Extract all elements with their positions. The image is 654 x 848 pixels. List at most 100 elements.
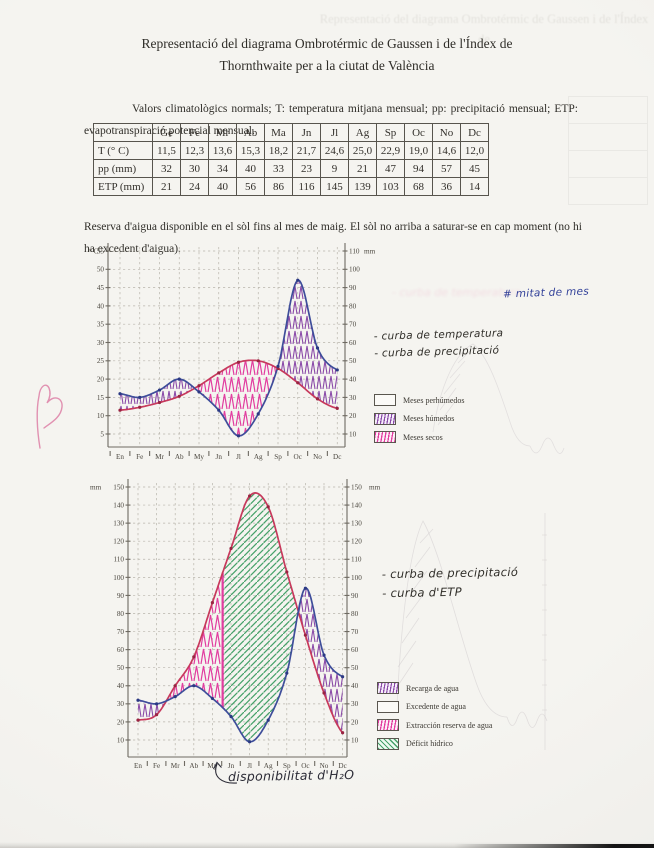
legend-label: Meses perhúmedos	[403, 395, 465, 405]
svg-text:150: 150	[351, 483, 362, 491]
climate-table: Ge Fe Mr Ab Ma Jn Jl Ag Sp Oc No Dc T (° C) 11,5 12,3 1…	[93, 123, 489, 196]
value-cell: 36	[432, 177, 461, 196]
svg-text:30: 30	[351, 700, 359, 708]
svg-text:No: No	[313, 453, 322, 461]
value-cell: 12,3	[180, 141, 209, 160]
value-cell: 14	[460, 177, 489, 196]
legend-row: Extracción reserva de agua	[377, 716, 492, 735]
handwritten-note-mitat: # mitat de mes	[502, 285, 590, 301]
svg-text:50: 50	[351, 664, 359, 672]
svg-text:Dc: Dc	[338, 762, 346, 770]
svg-text:35: 35	[97, 321, 105, 329]
note-precipitation-curve: - curba de precipitació	[374, 343, 500, 360]
value-cell: 56	[236, 177, 265, 196]
svg-text:Jl: Jl	[247, 762, 252, 770]
svg-text:30: 30	[97, 339, 105, 347]
legend-row: Déficit hídrico	[377, 735, 492, 754]
svg-text:My: My	[207, 762, 217, 770]
ombrothermic-chart: 55 110 50 100 45 90 40 80 35 70 30 60 25 50 20 40 15 30 10…	[89, 243, 376, 461]
svg-text:° C: ° C	[89, 247, 99, 255]
svg-text:120: 120	[351, 538, 362, 546]
legend-label: Meses secos	[403, 432, 443, 442]
svg-text:En: En	[134, 762, 142, 770]
svg-text:En: En	[116, 453, 124, 461]
heart-doodle	[36, 384, 63, 449]
svg-text:90: 90	[349, 284, 357, 292]
svg-text:No: No	[320, 762, 329, 770]
svg-text:70: 70	[351, 628, 359, 636]
legend-row: Excedente de agua	[377, 698, 492, 717]
value-cell: 33	[264, 159, 293, 178]
svg-text:Oc: Oc	[301, 762, 309, 770]
value-cell: 9	[320, 159, 349, 178]
month-header: Ab	[236, 123, 265, 142]
value-cell: 145	[320, 177, 349, 196]
svg-text:110: 110	[349, 247, 360, 255]
legend-label: Extracción reserva de agua	[406, 720, 493, 730]
svg-text:20: 20	[117, 718, 125, 726]
value-cell: 34	[208, 159, 237, 178]
value-cell: 15,3	[236, 141, 265, 160]
svg-text:120: 120	[113, 538, 124, 546]
svg-text:10: 10	[117, 736, 125, 744]
bleedthrough-chart-lower	[394, 513, 548, 750]
row-label: pp (mm)	[93, 159, 153, 178]
table-row: pp (mm) 32 30 34 40 33 23 9 21 47 94 57 45	[93, 159, 489, 178]
svg-text:70: 70	[117, 628, 125, 636]
swatch-dry	[374, 431, 396, 444]
scan-bottom-edge	[0, 842, 654, 848]
svg-text:5: 5	[100, 430, 104, 438]
value-cell: 40	[208, 177, 237, 196]
legend-label: Déficit hídrico	[406, 739, 453, 749]
value-cell: 21	[348, 159, 377, 178]
svg-text:Ag: Ag	[264, 762, 273, 770]
legend-label: Recarga de agua	[406, 683, 459, 693]
month-header: Jl	[320, 123, 349, 142]
svg-text:90: 90	[117, 592, 125, 600]
bleedthrough-title: Representació del diagrama Ombrotérmic d…	[318, 9, 650, 49]
water-availability-note: disponibilitat d'H₂O	[227, 766, 355, 785]
svg-text:Dc: Dc	[333, 453, 341, 461]
svg-text:Fe: Fe	[153, 762, 160, 770]
month-header: No	[432, 123, 461, 142]
svg-text:80: 80	[351, 610, 359, 618]
svg-text:60: 60	[351, 646, 359, 654]
page-title: Representació del diagrama Ombrotérmic d…	[60, 33, 594, 77]
svg-text:55: 55	[97, 247, 105, 255]
value-cell: 19,0	[404, 141, 433, 160]
svg-text:60: 60	[349, 339, 357, 347]
value-cell: 21,7	[292, 141, 321, 160]
value-cell: 57	[432, 159, 461, 178]
svg-text:30: 30	[349, 394, 357, 402]
svg-text:40: 40	[349, 376, 357, 384]
value-cell: 86	[264, 177, 293, 196]
bleedthrough-table	[568, 96, 648, 205]
page-title-line2: Thornthwaite per a la ciutat de València	[219, 58, 435, 73]
svg-text:30: 30	[117, 700, 125, 708]
month-header: Fe	[180, 123, 209, 142]
value-cell: 32	[152, 159, 181, 178]
svg-text:20: 20	[351, 718, 359, 726]
svg-text:50: 50	[349, 357, 357, 365]
row-label: ETP (mm)	[93, 177, 153, 196]
legend-label: Meses húmedos	[403, 414, 455, 424]
svg-text:Sp: Sp	[274, 453, 282, 461]
value-cell: 21	[152, 177, 181, 196]
legend-row: Meses perhúmedos	[374, 391, 465, 410]
value-cell: 40	[236, 159, 265, 178]
svg-text:mm: mm	[90, 483, 102, 491]
svg-text:100: 100	[349, 266, 360, 274]
svg-text:Oc: Oc	[294, 453, 302, 461]
table-row: ETP (mm) 21 24 40 56 86 116 145 139 103 68 36 14	[93, 177, 489, 196]
svg-text:25: 25	[97, 357, 105, 365]
value-cell: 24,6	[320, 141, 349, 160]
svg-text:Ag: Ag	[254, 453, 263, 461]
svg-text:20: 20	[97, 376, 105, 384]
annotation-arrow	[213, 761, 238, 784]
value-cell: 13,6	[208, 141, 237, 160]
value-cell: 23	[292, 159, 321, 178]
svg-text:80: 80	[117, 610, 125, 618]
swatch-deficit	[377, 737, 399, 750]
swatch-recharge	[377, 682, 399, 695]
value-cell: 68	[404, 177, 433, 196]
